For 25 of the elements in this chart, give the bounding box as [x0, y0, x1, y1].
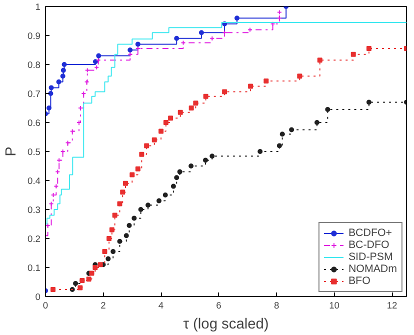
legend-label: SID-PSM	[348, 251, 393, 263]
x-tick-label: 12	[386, 300, 398, 310]
x-tick-label: 10	[329, 300, 340, 310]
x-axis-title: τ (log scaled)	[183, 316, 269, 332]
x-tick-label: 0	[42, 300, 48, 310]
x-tick-label: 2	[100, 300, 106, 310]
legend-label: NOMADm	[348, 263, 397, 275]
y-tick-label: 0.6	[28, 118, 40, 128]
x-tick-label: 8	[274, 300, 280, 310]
y-tick-label: 0.9	[28, 31, 40, 41]
y-tick-label: 0.5	[28, 147, 40, 157]
y-tick-label: 0	[35, 292, 41, 302]
y-tick-label: 0.8	[28, 60, 40, 70]
x-tick-label: 4	[158, 300, 164, 310]
legend-label: BFO	[348, 275, 370, 287]
y-tick-label: 0.4	[28, 176, 40, 186]
y-axis-title: P	[4, 146, 20, 156]
legend-label: BCDFO+	[348, 227, 392, 239]
y-tick-label: 0.3	[28, 205, 40, 215]
y-tick-label: 0.1	[28, 263, 40, 273]
y-tick-label: 0.7	[28, 89, 40, 99]
y-tick-label: 1	[35, 2, 41, 12]
y-tick-label: 0.2	[28, 234, 40, 244]
legend-label: BC-DFO	[348, 239, 390, 251]
x-tick-label: 6	[216, 300, 222, 310]
